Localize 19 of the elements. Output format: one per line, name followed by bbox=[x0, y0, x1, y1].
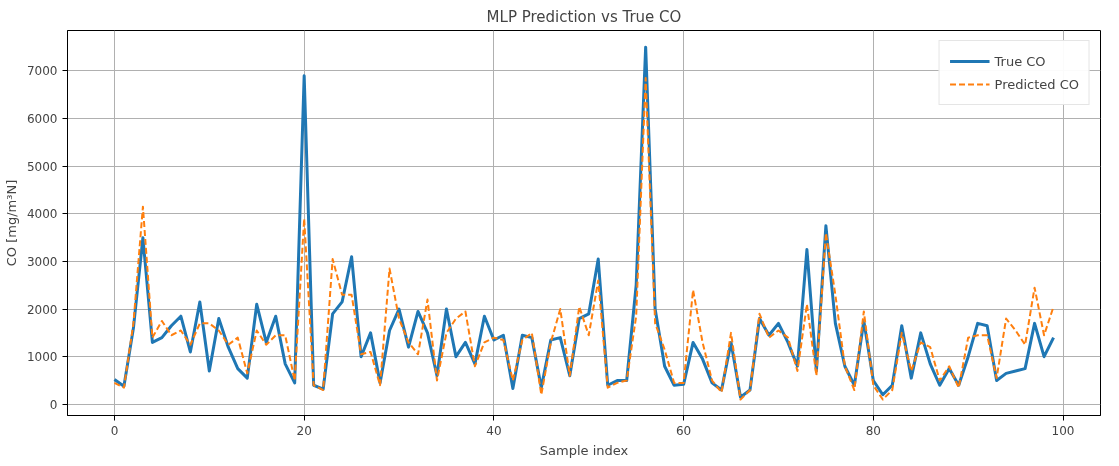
x-tick-label: 80 bbox=[865, 423, 881, 438]
y-tick-label: 6000 bbox=[26, 112, 58, 127]
x-tick-label: 0 bbox=[110, 423, 119, 438]
y-tick-label: 5000 bbox=[26, 159, 58, 174]
x-tick-label: 20 bbox=[296, 423, 312, 438]
x-axis-title: Sample index bbox=[539, 442, 629, 458]
y-tick-label: 0 bbox=[49, 397, 58, 412]
y-axis-title: CO [mg/m³N] bbox=[3, 179, 19, 267]
y-tick-label: 2000 bbox=[26, 302, 58, 317]
x-tick-label: 60 bbox=[675, 423, 692, 438]
y-tick-label: 7000 bbox=[26, 64, 58, 79]
legend-label: True CO bbox=[994, 53, 1046, 69]
y-tick-label: 4000 bbox=[26, 207, 58, 222]
y-tick-label: 1000 bbox=[26, 350, 58, 365]
x-tick-label: 40 bbox=[486, 423, 502, 438]
legend-label: Predicted CO bbox=[994, 76, 1079, 92]
chart-title: MLP Prediction vs True CO bbox=[486, 7, 682, 26]
x-tick-label: 100 bbox=[1051, 423, 1075, 438]
y-tick-label: 3000 bbox=[26, 254, 58, 269]
